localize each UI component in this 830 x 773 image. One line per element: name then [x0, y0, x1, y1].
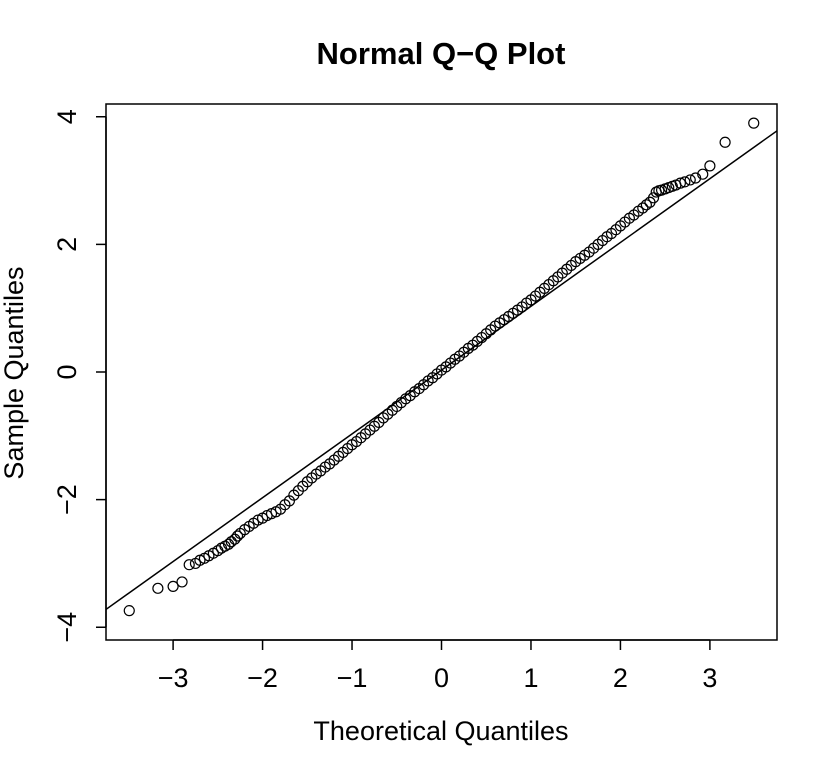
y-tick-label: −2	[52, 484, 82, 515]
x-tick-label: −3	[158, 663, 189, 693]
data-point	[697, 168, 709, 180]
data-point	[674, 177, 686, 189]
data-point	[167, 580, 179, 593]
x-tick-label: −1	[337, 663, 368, 693]
x-tick-label: 3	[702, 663, 717, 693]
data-point	[637, 202, 649, 214]
data-point	[176, 576, 188, 588]
x-tick-label: 2	[613, 663, 628, 693]
data-point	[679, 176, 691, 188]
data-point	[152, 582, 164, 594]
data-point	[225, 536, 237, 548]
data-point	[684, 174, 696, 186]
plot-area: −3 −2 −1 0 1 2 3 −4 −2 0 2 4	[52, 103, 778, 693]
data-point	[647, 192, 660, 204]
x-axis-label: Theoretical Quantiles	[313, 716, 568, 746]
x-tick-label: −2	[247, 663, 278, 693]
data-point	[704, 160, 716, 172]
y-tick-label: −4	[52, 612, 82, 643]
chart-title: Normal Q−Q Plot	[317, 36, 566, 71]
data-point	[640, 199, 652, 211]
data-point	[123, 605, 135, 617]
data-point	[231, 530, 244, 542]
y-tick-label: 2	[52, 237, 82, 252]
y-axis-label: Sample Quantiles	[0, 266, 29, 479]
y-tick-label: 0	[52, 364, 82, 379]
y-tick-label: 4	[52, 109, 82, 124]
x-tick-label: 1	[523, 663, 538, 693]
data-point	[719, 136, 731, 148]
data-point	[229, 533, 241, 545]
data-point	[183, 559, 195, 571]
data-point	[748, 117, 760, 129]
data-point	[689, 172, 702, 184]
x-tick-label: 0	[434, 663, 449, 693]
